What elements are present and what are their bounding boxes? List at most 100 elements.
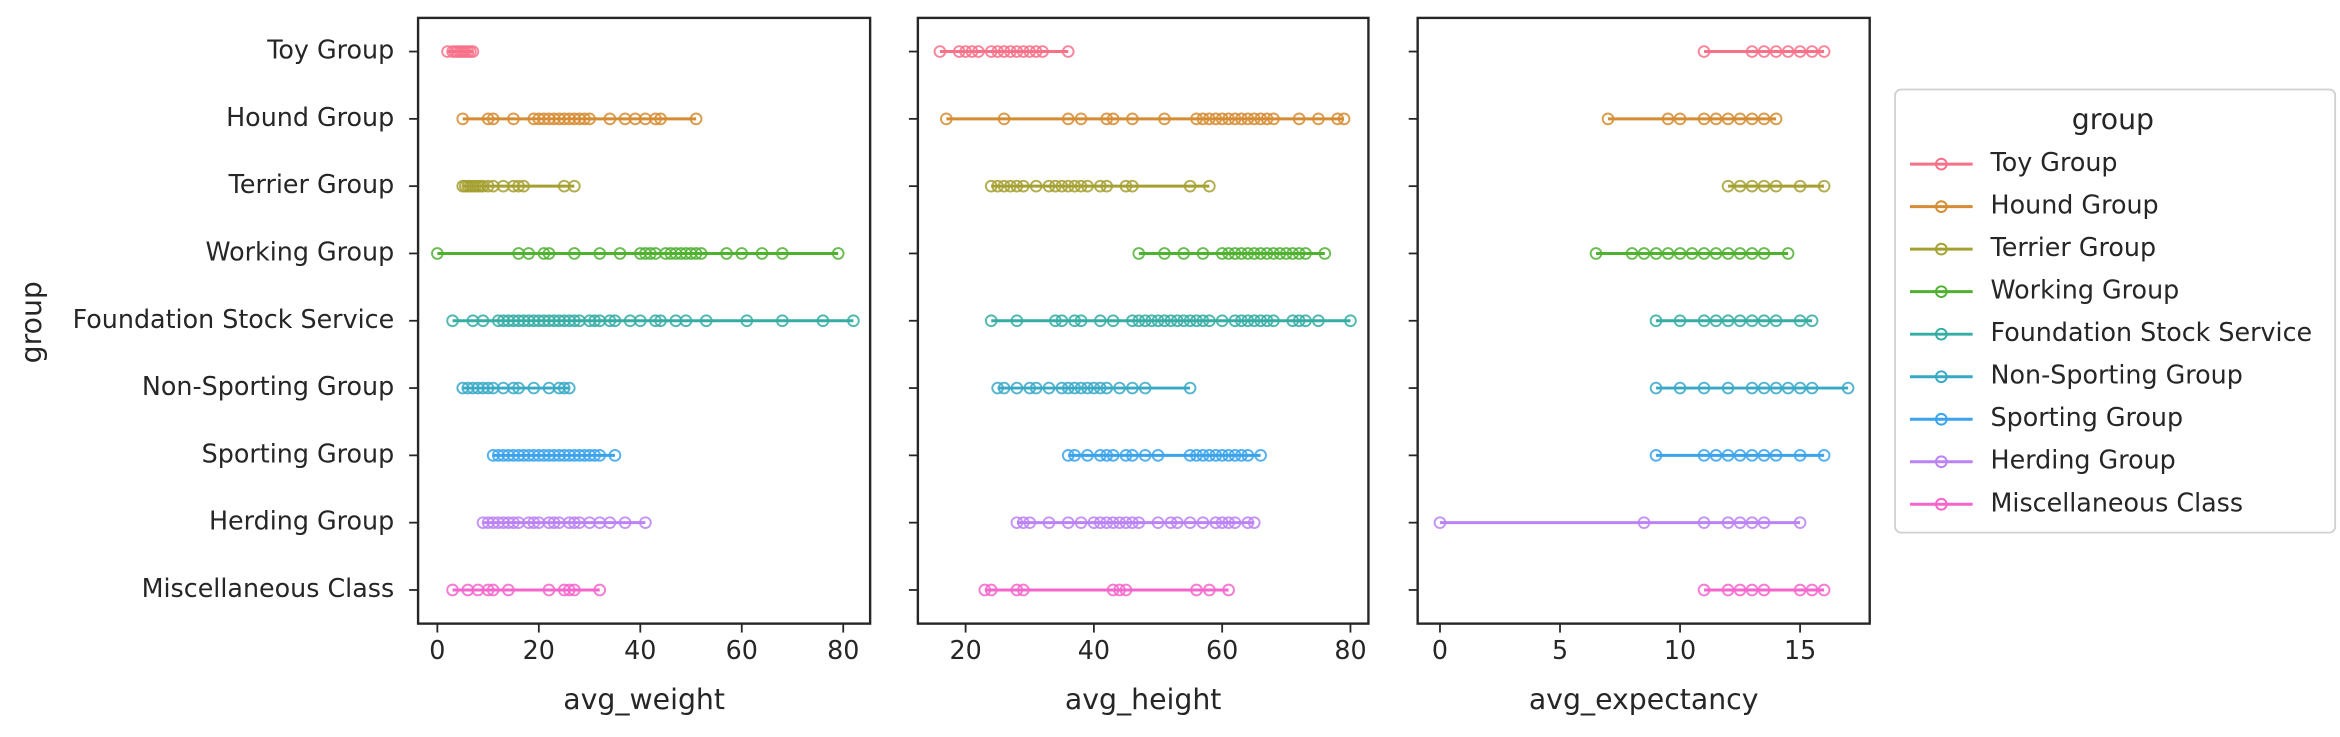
legend-marker bbox=[1934, 497, 1948, 511]
y-tick-label: Working Group bbox=[206, 236, 395, 266]
point bbox=[1126, 381, 1139, 395]
point bbox=[633, 314, 647, 328]
point bbox=[940, 112, 953, 126]
point bbox=[1145, 314, 1158, 328]
point bbox=[1254, 112, 1268, 126]
point bbox=[1196, 314, 1210, 328]
point bbox=[446, 314, 459, 328]
point bbox=[542, 247, 556, 260]
point bbox=[1709, 247, 1723, 260]
point bbox=[1805, 381, 1819, 395]
point bbox=[1757, 247, 1771, 260]
point bbox=[991, 45, 1005, 58]
point bbox=[997, 112, 1011, 126]
point bbox=[1029, 179, 1043, 193]
legend-marker bbox=[1934, 157, 1948, 171]
x-tick-label: 20 bbox=[523, 635, 555, 665]
point bbox=[1235, 449, 1248, 462]
legend-label: Miscellaneous Class bbox=[1991, 487, 2244, 517]
y-tick-label: Sporting Group bbox=[202, 438, 395, 468]
point bbox=[1209, 112, 1223, 126]
point bbox=[1241, 314, 1255, 328]
point bbox=[1183, 314, 1197, 328]
point bbox=[689, 112, 703, 126]
point bbox=[608, 449, 622, 462]
point bbox=[1029, 381, 1043, 395]
point bbox=[1247, 516, 1261, 530]
point bbox=[1793, 381, 1807, 395]
point bbox=[1055, 314, 1069, 328]
y-tick-label: Toy Group bbox=[266, 35, 394, 65]
point bbox=[1241, 516, 1255, 530]
point bbox=[1203, 449, 1216, 462]
point bbox=[1228, 112, 1242, 126]
point bbox=[507, 516, 520, 530]
point bbox=[1637, 516, 1651, 530]
point bbox=[593, 449, 607, 462]
point bbox=[991, 381, 1005, 395]
point bbox=[1132, 247, 1146, 260]
point bbox=[1190, 583, 1203, 597]
point bbox=[1673, 112, 1687, 126]
point bbox=[1158, 314, 1171, 328]
point bbox=[1649, 449, 1663, 462]
point bbox=[1126, 112, 1139, 126]
point bbox=[1805, 314, 1819, 328]
point bbox=[1055, 179, 1069, 193]
axes-frame bbox=[1416, 16, 1871, 625]
point bbox=[952, 45, 966, 58]
point bbox=[1042, 516, 1056, 530]
point bbox=[1093, 314, 1107, 328]
legend-label: Sporting Group bbox=[1991, 402, 2184, 432]
point bbox=[486, 583, 500, 597]
point bbox=[1183, 516, 1197, 530]
point bbox=[1769, 314, 1783, 328]
legend-label: Hound Group bbox=[1991, 190, 2159, 220]
point bbox=[1100, 179, 1114, 193]
point bbox=[978, 583, 992, 597]
point bbox=[644, 247, 657, 260]
point bbox=[1222, 247, 1235, 260]
point bbox=[1190, 449, 1203, 462]
point bbox=[1061, 112, 1075, 126]
point bbox=[568, 516, 581, 530]
x-tick-label: 10 bbox=[1664, 635, 1696, 665]
point bbox=[1113, 583, 1126, 597]
point bbox=[1781, 45, 1795, 58]
point bbox=[689, 247, 703, 260]
y-tick-label: Non-Sporting Group bbox=[142, 371, 394, 401]
point bbox=[984, 45, 998, 58]
point bbox=[1769, 381, 1783, 395]
point bbox=[1260, 314, 1274, 328]
point bbox=[1196, 449, 1210, 462]
point bbox=[1164, 516, 1178, 530]
point bbox=[1074, 314, 1088, 328]
point bbox=[1745, 247, 1759, 260]
point bbox=[1673, 247, 1687, 260]
x-tick-label: 40 bbox=[1078, 635, 1110, 665]
point bbox=[603, 516, 617, 530]
point bbox=[1769, 45, 1783, 58]
point bbox=[1661, 247, 1675, 260]
point bbox=[1100, 112, 1114, 126]
axes-frame bbox=[416, 16, 872, 625]
point bbox=[1247, 112, 1261, 126]
point bbox=[1074, 516, 1088, 530]
point bbox=[1106, 449, 1120, 462]
point bbox=[1337, 112, 1351, 126]
point bbox=[507, 112, 520, 126]
point bbox=[1010, 583, 1024, 597]
point bbox=[1697, 314, 1711, 328]
point bbox=[1126, 449, 1139, 462]
point bbox=[735, 247, 749, 260]
point bbox=[1286, 314, 1300, 328]
point bbox=[1817, 583, 1831, 597]
point bbox=[1016, 516, 1030, 530]
point bbox=[1733, 314, 1747, 328]
point bbox=[1049, 314, 1062, 328]
point bbox=[1081, 381, 1094, 395]
point bbox=[1589, 247, 1603, 260]
legend-marker bbox=[1934, 242, 1948, 256]
point bbox=[1203, 112, 1216, 126]
y-tick-label: Terrier Group bbox=[228, 169, 395, 199]
